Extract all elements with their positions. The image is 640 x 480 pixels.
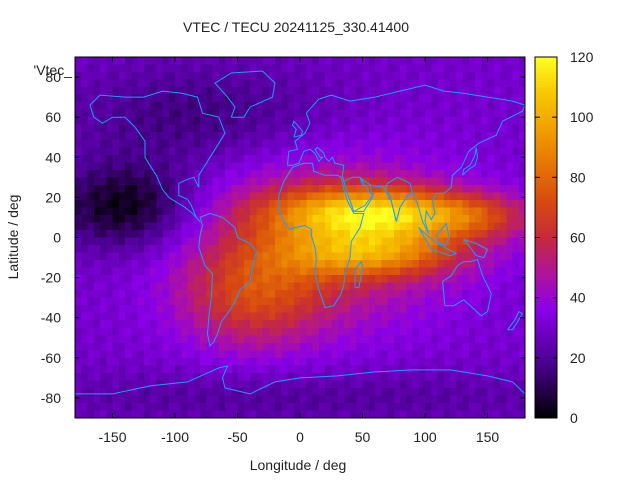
outline-borneo [435, 222, 450, 247]
y-axis-label: Latitude / deg [5, 195, 21, 280]
x-tick-label: -50 [227, 429, 247, 445]
x-tick-label: 150 [476, 429, 500, 445]
y-tick-label: -40 [41, 310, 61, 326]
x-tick-label: 50 [355, 429, 371, 445]
plot-area: 'Vtec_ [34, 56, 526, 419]
outline-madagascar [354, 260, 364, 289]
outline-greenland [214, 70, 276, 118]
colorbar-tick-label: 0 [570, 410, 578, 426]
outline-europe-asia [287, 84, 526, 234]
outline-india [384, 176, 414, 222]
outline-uk [291, 120, 304, 138]
outline-japan [462, 147, 479, 176]
colorbar-ticks: 0 20 40 60 80 100 120 [535, 49, 594, 426]
y-tick-label: -60 [41, 350, 61, 366]
y-tick-label: -80 [41, 390, 61, 406]
colorbar-tick-label: 80 [570, 169, 586, 185]
heatmap-image [75, 57, 525, 418]
x-tick-label: -100 [161, 429, 189, 445]
y-tick-label: 20 [45, 189, 61, 205]
outline-arabia [343, 176, 374, 212]
outline-north-america [89, 90, 226, 222]
series-legend-label: 'Vtec_ [34, 62, 73, 78]
x-axis: -150 -100 -50 0 50 100 150 [98, 57, 499, 445]
x-tick-label: 0 [296, 429, 304, 445]
outline-australia [442, 258, 492, 317]
outline-south-america [198, 212, 257, 347]
x-axis-label: Longitude / deg [250, 457, 347, 473]
y-tick-label: 0 [53, 230, 61, 246]
x-tick-label: 100 [413, 429, 437, 445]
y-tick-label: 40 [45, 149, 61, 165]
outline-southeast-islands [418, 227, 458, 257]
colorbar-tick-label: 120 [570, 49, 594, 65]
y-tick-label: 80 [45, 69, 61, 85]
outline-africa [278, 162, 365, 309]
outline-new-zealand [507, 311, 524, 331]
y-tick-label: 60 [45, 109, 61, 125]
outline-antarctica [75, 365, 526, 395]
colorbar: 0 20 40 60 80 100 120 [534, 49, 594, 426]
x-tick-label: -150 [98, 429, 126, 445]
chart-title: VTEC / TECU 20241125_330.41400 [183, 19, 409, 35]
outline-new-guinea [463, 239, 489, 259]
y-axis: -80 -60 -40 -20 0 20 40 60 80 [41, 69, 525, 406]
y-tick-label: -20 [41, 270, 61, 286]
continent-outlines [75, 70, 526, 395]
colorbar-tick-label: 40 [570, 290, 586, 306]
colorbar-tick-label: 20 [570, 350, 586, 366]
colorbar-tick-label: 100 [570, 109, 594, 125]
colorbar-tick-label: 60 [570, 230, 586, 246]
